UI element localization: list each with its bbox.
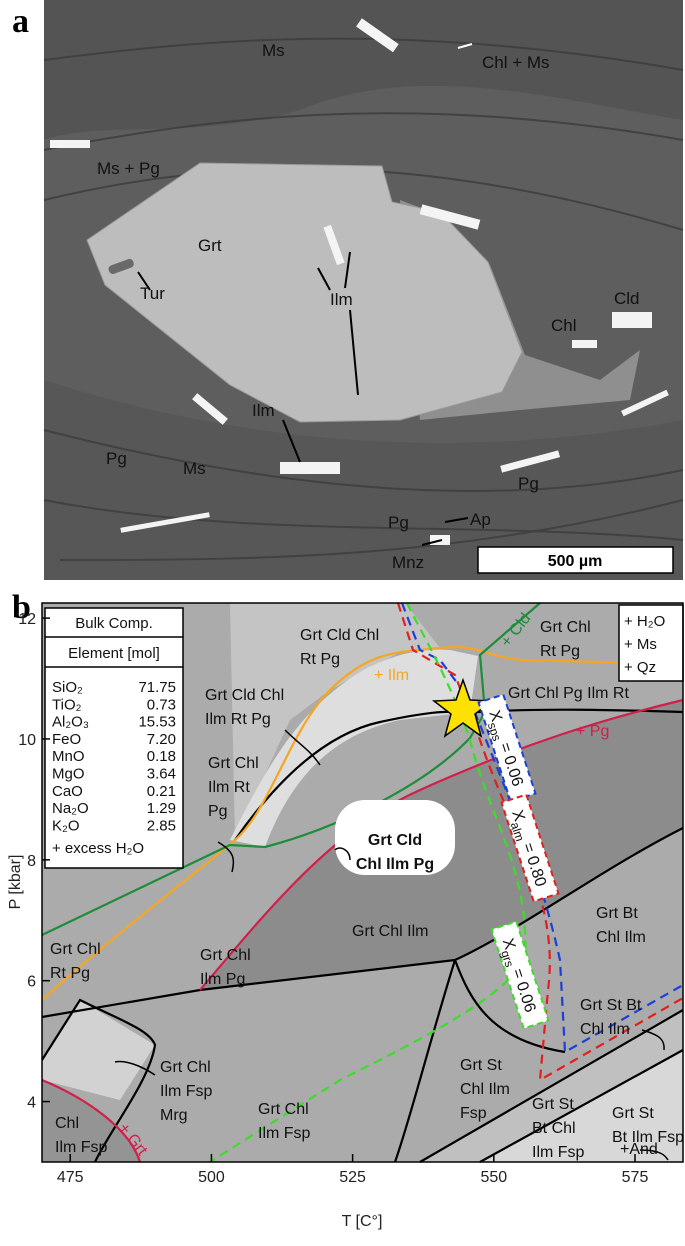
field-label: Ilm Fsp (55, 1139, 108, 1156)
mineral-label: Ap (470, 510, 491, 529)
field-label: Grt Chl (258, 1101, 309, 1118)
field-label: Ilm Rt (208, 779, 250, 796)
mineral-label: Tur (140, 284, 165, 303)
element: K₂O (52, 817, 80, 834)
x-tick-label: 525 (339, 1169, 366, 1186)
field-label: Grt Bt (596, 905, 638, 922)
mineral-label: Ms (183, 459, 206, 478)
field-label: Grt St (612, 1105, 654, 1122)
mineral-label: Chl (551, 316, 577, 335)
mineral-label: Ilm (330, 290, 353, 309)
field-label: Ilm Fsp (532, 1144, 585, 1161)
mineral-label: Cld (614, 289, 640, 308)
y-tick-label: 12 (18, 611, 36, 628)
element: FeO (52, 731, 81, 748)
mineral-label: Mnz (392, 553, 424, 572)
element: MgO (52, 766, 85, 783)
y-tick-label: 8 (27, 853, 36, 870)
field-label: Fsp (460, 1105, 487, 1122)
field-label: Grt St (532, 1096, 574, 1113)
x-tick-label: 500 (198, 1169, 225, 1186)
mineral-label: Pg (518, 474, 539, 493)
field-label: Bt Chl (532, 1120, 576, 1137)
excess-phase: + Qz (624, 659, 656, 676)
y-tick-label: 10 (18, 732, 36, 749)
field-label: Grt St (460, 1057, 502, 1074)
x-tick-label: 575 (622, 1169, 649, 1186)
field-label: Grt Chl (50, 941, 101, 958)
field-label: Grt Chl (540, 619, 591, 636)
field-label: Grt Chl Ilm (352, 923, 428, 940)
field-label: Grt Chl (208, 755, 259, 772)
field-label: Grt Chl Pg Ilm Rt (508, 685, 629, 702)
amount: 0.73 (147, 696, 176, 713)
field-label: Chl Ilm (580, 1021, 630, 1038)
field-label: Grt Chl (200, 947, 251, 964)
scale-bar-label: 500 µm (548, 553, 603, 570)
field-label: Chl (55, 1115, 79, 1132)
field-label: Pg (208, 803, 228, 820)
mineral-label: Ilm (252, 401, 275, 420)
table-note: + excess H₂O (52, 840, 144, 857)
amount: 0.21 (147, 783, 176, 800)
x-tick-label: 550 (480, 1169, 507, 1186)
amount: 0.18 (147, 748, 176, 765)
x-tick-label: 475 (57, 1169, 84, 1186)
field-label: +And (620, 1141, 658, 1158)
amount: 7.20 (147, 731, 176, 748)
x-axis-label: T [C°] (342, 1213, 383, 1230)
amount: 15.53 (138, 714, 176, 731)
mineral-label: Chl + Ms (482, 53, 550, 72)
field-label: Ilm Pg (200, 971, 245, 988)
mineral-label: Pg (106, 449, 127, 468)
field-label: Ilm Fsp (160, 1083, 213, 1100)
field-label: Rt Pg (540, 643, 580, 660)
element: MnO (52, 748, 85, 765)
field-label: Rt Pg (50, 965, 90, 982)
mineral-label: Pg (388, 513, 409, 532)
element: SiO₂ (52, 679, 83, 696)
table-title: Bulk Comp. (75, 615, 153, 632)
field-label: Grt Chl (160, 1059, 211, 1076)
amount: 71.75 (138, 679, 176, 696)
mineral-label: Ms (262, 41, 285, 60)
amount: 1.29 (147, 800, 176, 817)
field-label: Chl Ilm Pg (356, 856, 434, 873)
field-label: Mrg (160, 1107, 188, 1124)
field-label: Chl Ilm (596, 929, 646, 946)
element: CaO (52, 783, 83, 800)
y-tick-label: 6 (27, 974, 36, 991)
mineral-label: Grt (198, 236, 222, 255)
panel-label: a (12, 3, 29, 40)
element: Na₂O (52, 800, 89, 817)
field-label: Ilm Rt Pg (205, 711, 271, 728)
figure: a Ms Chl + Ms Ms + Pg Grt Tur Ilm Cld Ch… (0, 0, 685, 1241)
element: TiO₂ (52, 696, 82, 713)
amount: 2.85 (147, 817, 176, 834)
field-label: Ilm Fsp (258, 1125, 311, 1142)
excess-phase: + Ms (624, 636, 657, 653)
amount: 3.64 (147, 766, 176, 783)
field-label: Grt St Bt (580, 997, 642, 1014)
table-header: Element [mol] (68, 645, 160, 662)
excess-phase: + H₂O (624, 613, 665, 630)
y-axis-label: P [kbar] (7, 855, 24, 910)
element: Al₂O₃ (52, 714, 89, 731)
field-label: Chl Ilm (460, 1081, 510, 1098)
field-label: Grt Cld Chl (300, 627, 379, 644)
field-label: Rt Pg (300, 651, 340, 668)
y-tick-label: 4 (27, 1095, 36, 1112)
reaction-label: + Pg (576, 723, 609, 740)
field-label: Grt Cld Chl (205, 687, 284, 704)
mineral-label: Ms + Pg (97, 159, 160, 178)
field-label: Grt Cld (368, 832, 422, 849)
reaction-label: + Ilm (374, 667, 409, 684)
